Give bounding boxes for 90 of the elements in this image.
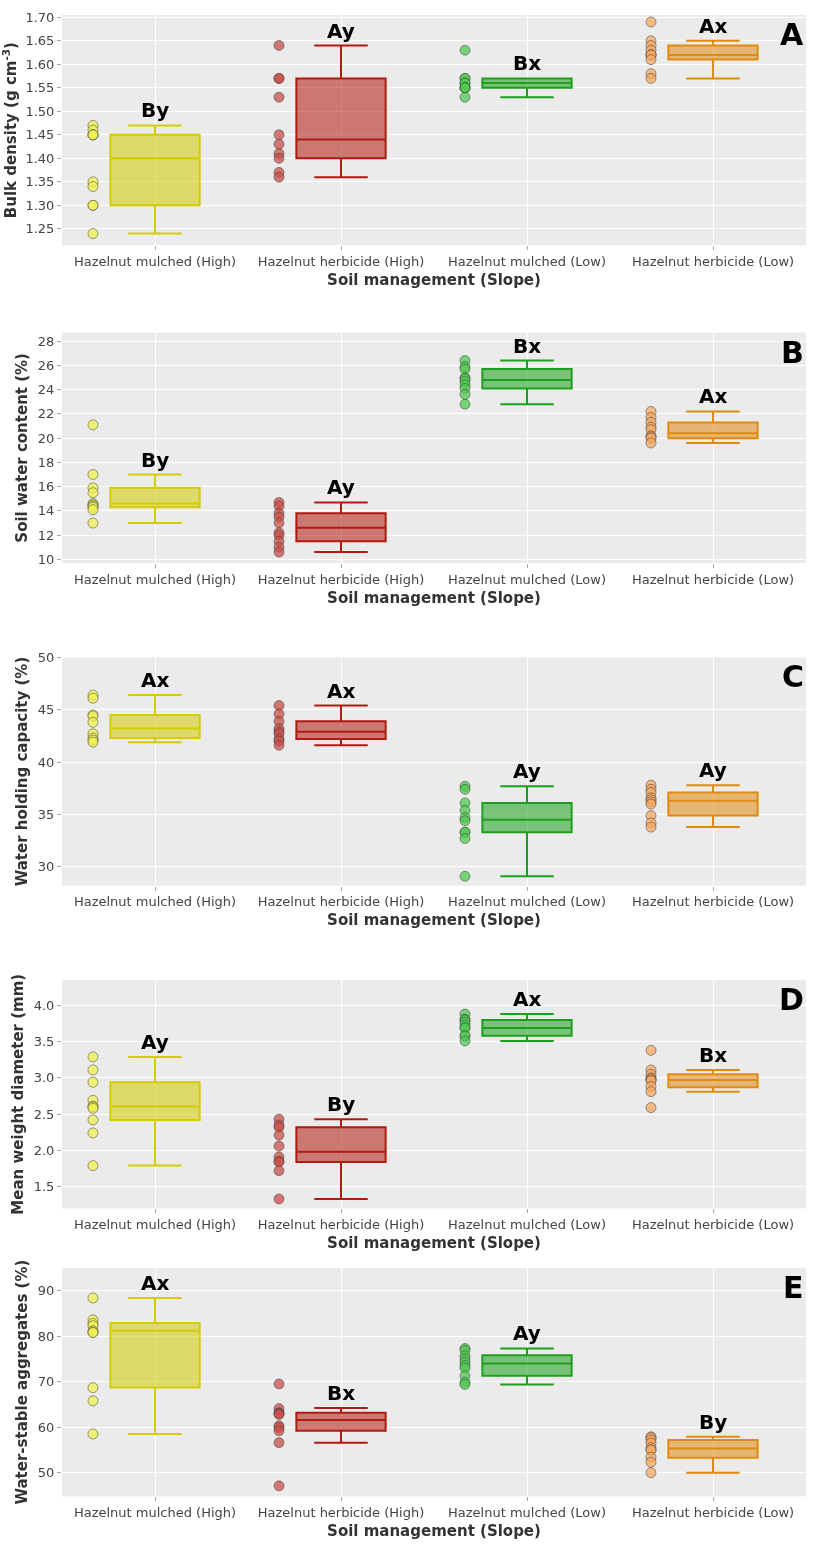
y-tick-label: 1.40 xyxy=(25,150,55,166)
x-axis-title: Soil management (Slope) xyxy=(327,588,541,607)
annotation: Ax xyxy=(513,987,542,1011)
x-tick-label: Hazelnut herbicide (Low) xyxy=(631,253,795,269)
annotation: Ax xyxy=(699,384,728,408)
y-tick-label: 80 xyxy=(37,1328,55,1344)
y-tick-label: 3.0 xyxy=(33,1070,55,1086)
x-tick-label: Hazelnut herbicide (Low) xyxy=(631,894,795,910)
annotation: Ay xyxy=(327,475,355,499)
annotation: C xyxy=(782,659,805,694)
y-tick-label: 28 xyxy=(37,333,55,349)
x-tick-label: Hazelnut herbicide (High) xyxy=(257,894,425,910)
annotation: A xyxy=(780,17,804,52)
y-tick-label: 1.25 xyxy=(25,221,55,237)
y-tick-label: 4.0 xyxy=(33,997,55,1013)
y-axis-title: Water-stable aggregates (%) xyxy=(13,1259,32,1505)
annotation: Ax xyxy=(141,1271,170,1295)
y-tick-label: 70 xyxy=(37,1374,55,1390)
y-axis-title: Soil water content (%) xyxy=(13,353,32,543)
y-tick-label: 1.55 xyxy=(25,80,55,96)
x-tick-label: Hazelnut herbicide (High) xyxy=(257,1217,425,1232)
x-tick-label: Hazelnut mulched (High) xyxy=(73,1504,237,1520)
x-axis-title: Soil management (Slope) xyxy=(327,270,541,289)
y-tick-label: 26 xyxy=(37,357,55,373)
annotation: Bx xyxy=(699,1043,728,1067)
y-tick-label: 1.65 xyxy=(25,33,55,49)
annotation: B xyxy=(781,335,804,370)
y-tick-label: 12 xyxy=(37,527,55,543)
annotation: Ay xyxy=(141,1030,169,1054)
y-axis-title: Mean weight diameter (mm) xyxy=(8,973,27,1215)
x-tick-label: Hazelnut mulched (Low) xyxy=(448,1504,606,1520)
x-tick-label: Hazelnut herbicide (Low) xyxy=(631,1217,795,1232)
x-axis-title: Soil management (Slope) xyxy=(327,911,541,930)
annotation: Ax xyxy=(699,14,728,38)
x-tick-label: Hazelnut mulched (High) xyxy=(73,571,237,587)
y-tick-label: 16 xyxy=(37,479,55,495)
y-tick-label: 45 xyxy=(37,702,55,718)
x-tick-label: Hazelnut herbicide (Low) xyxy=(631,1504,795,1520)
y-tick-label: 1.45 xyxy=(25,127,55,143)
y-tick-label: 24 xyxy=(37,382,55,398)
annotation: Bx xyxy=(513,334,542,358)
x-tick-label: Hazelnut mulched (Low) xyxy=(448,253,606,269)
y-tick-label: 2.5 xyxy=(33,1106,55,1122)
annotation: Ax xyxy=(327,679,356,703)
x-tick-label: Hazelnut herbicide (High) xyxy=(257,253,425,269)
y-tick-label: 1.35 xyxy=(25,174,55,190)
annotation: Bx xyxy=(513,51,542,75)
y-tick-label: 50 xyxy=(37,649,55,665)
x-axis-title: Soil management (Slope) xyxy=(327,1521,541,1540)
y-tick-label: 1.30 xyxy=(25,197,55,213)
y-tick-label: 1.5 xyxy=(33,1179,55,1195)
annotation: By xyxy=(699,1410,728,1434)
y-tick-label: 10 xyxy=(37,551,55,567)
y-tick-label: 14 xyxy=(37,503,55,519)
y-tick-label: 50 xyxy=(37,1465,55,1481)
annotation: D xyxy=(779,982,804,1017)
x-tick-label: Hazelnut herbicide (High) xyxy=(257,571,425,587)
x-tick-label: Hazelnut mulched (Low) xyxy=(448,571,606,587)
annotation: Bx xyxy=(327,1381,356,1405)
x-axis-title: Soil management (Slope) xyxy=(327,1234,541,1252)
annotation: Ay xyxy=(513,1321,541,1345)
annotation: E xyxy=(783,1270,804,1305)
x-tick-label: Hazelnut mulched (High) xyxy=(73,253,237,269)
y-tick-label: 90 xyxy=(37,1283,55,1299)
y-tick-label: 3.5 xyxy=(33,1034,55,1050)
annotation: Ax xyxy=(141,668,170,692)
annotation: Ay xyxy=(327,19,355,43)
y-tick-label: 35 xyxy=(37,807,55,823)
y-tick-label: 1.60 xyxy=(25,56,55,72)
y-tick-label: 1.70 xyxy=(25,9,55,25)
x-tick-label: Hazelnut herbicide (Low) xyxy=(631,571,795,587)
annotation: By xyxy=(141,448,170,472)
y-tick-label: 20 xyxy=(37,430,55,446)
annotation: Ay xyxy=(513,759,541,783)
x-tick-label: Hazelnut mulched (High) xyxy=(73,1217,237,1232)
y-tick-label: 2.0 xyxy=(33,1142,55,1158)
y-tick-label: 18 xyxy=(37,454,55,470)
y-tick-label: 1.50 xyxy=(25,103,55,119)
y-tick-label: 60 xyxy=(37,1419,55,1435)
x-tick-label: Hazelnut herbicide (High) xyxy=(257,1504,425,1520)
annotation: By xyxy=(141,98,170,122)
y-tick-label: 22 xyxy=(37,406,55,422)
y-tick-label: 40 xyxy=(37,754,55,770)
x-tick-label: Hazelnut mulched (Low) xyxy=(448,894,606,910)
annotation: By xyxy=(327,1092,356,1116)
x-tick-label: Hazelnut mulched (Low) xyxy=(448,1217,606,1232)
y-tick-label: 30 xyxy=(37,859,55,875)
x-tick-label: Hazelnut mulched (High) xyxy=(73,894,237,910)
y-axis-title: Water holding capacity (%) xyxy=(13,656,32,887)
annotation: Ay xyxy=(699,758,727,782)
